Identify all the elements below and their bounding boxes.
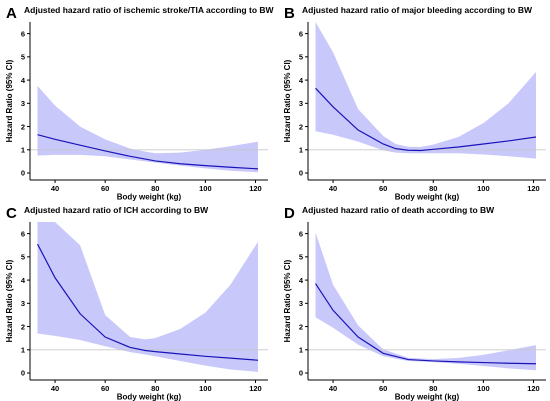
x-tick-label: 80 [429,384,437,393]
x-tick-label: 40 [51,184,59,193]
y-tick-label: 0 [299,169,303,178]
panel-title: Adjusted hazard ratio of ICH according t… [24,205,209,215]
x-axis-label: Body weight (kg) [117,193,182,202]
hazard-ratio-line [37,134,259,170]
x-tick-label: 100 [477,184,490,193]
y-tick-label: 2 [299,322,303,331]
y-tick-label: 4 [21,76,26,85]
y-tick-label: 5 [21,53,25,62]
y-tick-label: 3 [21,99,25,108]
y-tick-label: 3 [299,99,303,108]
y-tick-label: 6 [21,29,25,38]
y-tick-label: 4 [21,276,26,285]
y-tick-label: 2 [21,122,25,131]
panel-title: Adjusted hazard ratio of death according… [302,205,495,215]
panel-letter: D [284,205,295,222]
x-tick-label: 60 [101,184,109,193]
y-tick-label: 5 [299,253,303,262]
y-tick-label: 1 [21,345,25,354]
x-tick-label: 120 [527,384,540,393]
x-tick-label: 40 [51,384,59,393]
x-tick-label: 40 [329,384,337,393]
panel-d: D Adjusted hazard ratio of death accordin… [283,205,546,401]
y-tick-label: 5 [21,253,25,262]
x-tick-label: 120 [249,184,262,193]
y-axis-label: Hazard Ratio (95% CI) [283,259,292,342]
x-tick-label: 100 [199,184,212,193]
y-tick-label: 6 [299,29,303,38]
panel-title: Adjusted hazard ratio of ischemic stroke… [24,5,275,15]
y-tick-label: 4 [299,76,304,85]
y-tick-label: 1 [299,145,303,154]
x-tick-label: 60 [379,184,387,193]
y-tick-label: 0 [21,169,25,178]
x-tick-label: 60 [101,384,109,393]
x-tick-label: 100 [477,384,490,393]
x-tick-label: 120 [527,184,540,193]
y-tick-label: 3 [21,299,25,308]
panel-letter: C [6,205,17,222]
y-tick-label: 0 [299,369,303,378]
hazard-ratio-line [315,283,536,365]
y-tick-label: 4 [299,276,304,285]
y-tick-label: 1 [299,345,303,354]
x-axis-label: Body weight (kg) [395,393,460,401]
x-tick-label: 120 [249,384,262,393]
panel-a: A Adjusted hazard ratio of ischemic strok… [5,5,275,202]
ci-band [37,222,258,372]
x-axis-label: Body weight (kg) [395,193,460,202]
panel-letter: B [284,5,295,22]
y-axis-label: Hazard Ratio (95% CI) [5,259,14,342]
ci-band [315,22,536,159]
x-tick-label: 80 [151,184,159,193]
y-axis-label: Hazard Ratio (95% CI) [5,59,14,142]
panel-b: B Adjusted hazard ratio of major bleeding… [283,5,546,202]
y-tick-label: 0 [21,369,25,378]
y-tick-label: 3 [299,299,303,308]
x-tick-label: 60 [379,384,387,393]
hazard-ratio-line [315,87,537,152]
y-tick-label: 6 [21,229,25,238]
ci-band [315,232,536,371]
y-tick-label: 1 [21,145,25,154]
y-tick-label: 2 [21,322,25,331]
x-tick-label: 80 [151,384,159,393]
hazard-ratio-line [36,243,259,361]
panel-title: Adjusted hazard ratio of major bleeding … [302,5,533,15]
y-axis-label: Hazard Ratio (95% CI) [283,59,292,142]
y-tick-label: 6 [299,229,303,238]
y-tick-label: 2 [299,122,303,131]
panel-letter: A [6,5,17,22]
x-axis-label: Body weight (kg) [117,393,182,401]
x-tick-label: 40 [329,184,337,193]
x-tick-label: 80 [429,184,437,193]
panel-c: C Adjusted hazard ratio of ICH according … [5,205,268,401]
x-tick-label: 100 [199,384,212,393]
y-tick-label: 5 [299,53,303,62]
ci-band [37,85,258,173]
